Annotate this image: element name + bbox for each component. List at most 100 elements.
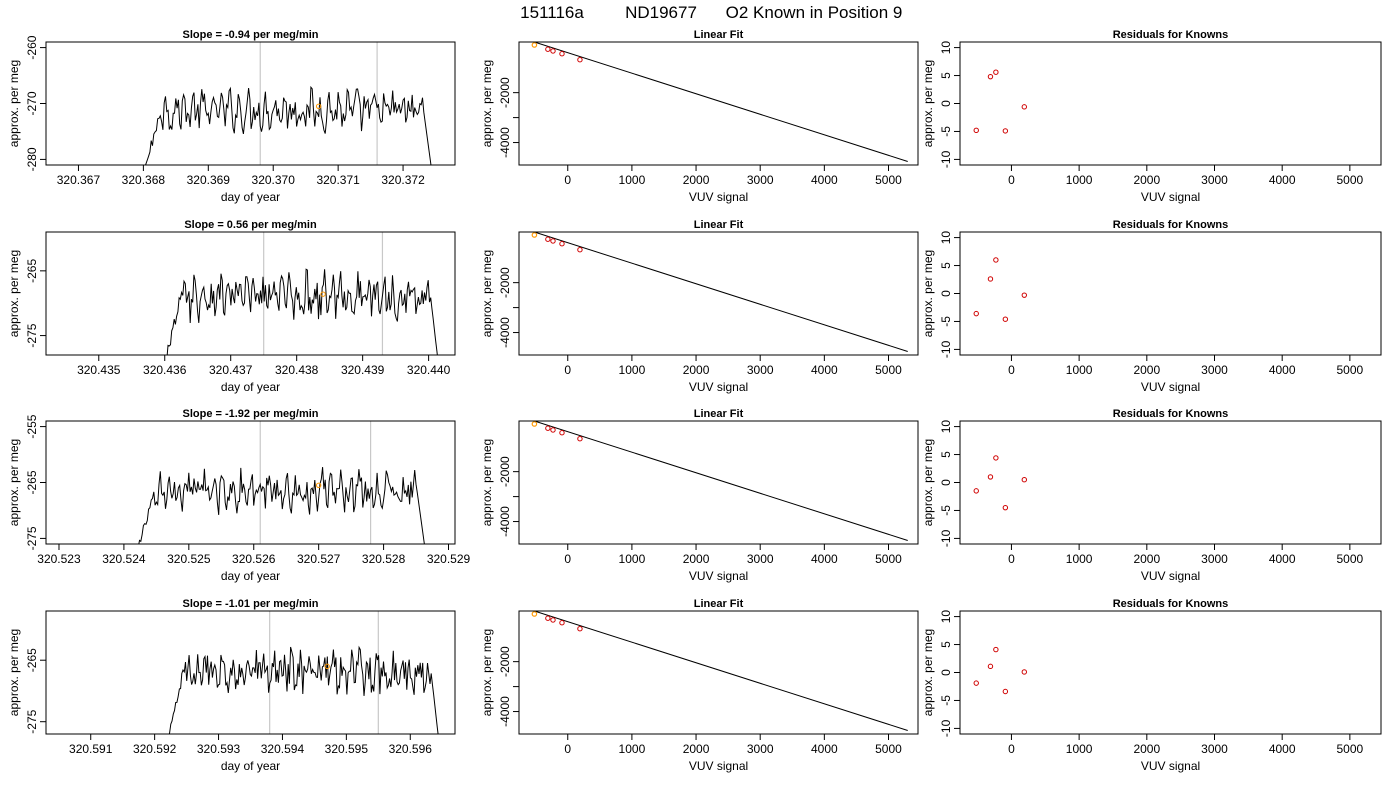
y-tick-label: -2000 xyxy=(498,267,512,298)
x-tick-label: 320.371 xyxy=(316,173,360,187)
y-tick-label: 5 xyxy=(939,262,953,269)
known-point xyxy=(993,69,999,75)
known-point xyxy=(577,626,583,632)
y-tick-label: 10 xyxy=(939,41,953,55)
known-point xyxy=(550,617,556,623)
plot-frame xyxy=(518,41,919,166)
y-axis-label: approx. per meg xyxy=(7,60,21,147)
panel-r4-c3: Residuals for Knowns 0 1000 2000 3000 4000 500… xyxy=(921,598,1382,773)
x-tick-label: 0 xyxy=(564,173,571,187)
figure-title-position: O2 Known in Position 9 xyxy=(726,3,903,22)
y-tick-label: -2000 xyxy=(498,646,512,677)
x-axis-label: VUV signal xyxy=(689,190,748,204)
signal-trace xyxy=(166,268,438,355)
x-tick-label: 320.437 xyxy=(209,363,253,377)
known-point xyxy=(559,51,565,57)
y-axis-label: approx. per meg xyxy=(480,60,494,147)
plot-area xyxy=(973,257,1028,322)
panel-title: Linear Fit xyxy=(694,219,744,231)
x-tick-label: 320.591 xyxy=(69,742,113,756)
known-point xyxy=(1021,477,1028,483)
x-tick-label: 320.523 xyxy=(37,552,81,566)
known-point xyxy=(545,46,551,52)
plot-area xyxy=(973,69,1028,134)
known-point xyxy=(577,247,583,253)
x-axis-label: VUV signal xyxy=(1141,380,1200,394)
y-axis-label: approx. per meg xyxy=(921,629,935,716)
plot-frame xyxy=(518,231,919,356)
x-axis-label: VUV signal xyxy=(689,759,748,773)
y-tick-label: -265 xyxy=(25,648,39,672)
x-axis-label: day of year xyxy=(221,569,280,583)
plot-frame xyxy=(959,420,1382,545)
panel-r1-c3: Residuals for Knowns 0 1000 2000 3000 4000 500… xyxy=(921,29,1382,204)
x-tick-label: 320.527 xyxy=(297,552,341,566)
y-tick-label: 0 xyxy=(939,479,953,486)
known-point xyxy=(545,425,551,431)
x-tick-label: 320.439 xyxy=(341,363,385,377)
signal-trace xyxy=(168,645,439,734)
x-tick-label: 0 xyxy=(564,742,571,756)
plot-frame xyxy=(45,231,456,356)
x-tick-label: 1000 xyxy=(1066,552,1093,566)
y-tick-label: -10 xyxy=(939,340,953,358)
y-axis-label: approx. per meg xyxy=(480,250,494,337)
panel-title: Linear Fit xyxy=(694,408,744,420)
x-tick-label: 320.372 xyxy=(381,173,425,187)
panel-r2-c2: Linear Fit 0 1000 2000 3000 4000 5000 -4000 -200… xyxy=(480,219,919,394)
x-tick-label: 5000 xyxy=(1337,552,1364,566)
x-tick-label: 3000 xyxy=(1201,552,1228,566)
panel-r4-c2: Linear Fit 0 1000 2000 3000 4000 5000 -4000 -200… xyxy=(480,598,919,773)
x-axis-label: day of year xyxy=(221,759,280,773)
panel-title: Residuals for Knowns xyxy=(1113,598,1229,610)
known-point xyxy=(559,620,565,626)
known-point xyxy=(973,310,979,317)
y-tick-label: 5 xyxy=(939,72,953,79)
y-tick-label: -265 xyxy=(25,259,39,283)
x-tick-label: 320.368 xyxy=(122,173,166,187)
highlight-point xyxy=(315,482,322,488)
x-tick-label: 0 xyxy=(1008,742,1015,756)
x-tick-label: 1000 xyxy=(619,552,646,566)
y-tick-label: 10 xyxy=(939,231,953,245)
fit-line xyxy=(534,232,908,352)
x-tick-label: 2000 xyxy=(683,363,710,377)
y-tick-label: -275 xyxy=(25,323,39,347)
panel-title: Slope = 0.56 per meg/min xyxy=(184,219,317,231)
x-tick-label: 320.370 xyxy=(252,173,296,187)
panel-title: Residuals for Knowns xyxy=(1113,219,1229,231)
known-point xyxy=(550,238,556,244)
known-point xyxy=(559,430,565,436)
x-tick-label: 320.526 xyxy=(232,552,276,566)
highlight-point xyxy=(531,232,538,238)
y-tick-label: 10 xyxy=(939,610,953,624)
x-tick-label: 1000 xyxy=(619,173,646,187)
plot-frame xyxy=(45,420,456,545)
figure-title-run: 151116a xyxy=(520,3,584,22)
known-point xyxy=(987,73,994,80)
x-tick-label: 0 xyxy=(564,552,571,566)
panel-title: Residuals for Knowns xyxy=(1113,408,1229,420)
highlight-point xyxy=(531,611,538,617)
x-tick-label: 5000 xyxy=(1337,173,1364,187)
y-tick-label: -275 xyxy=(25,526,39,550)
fit-line xyxy=(534,611,908,731)
y-tick-label: -5 xyxy=(939,126,953,137)
x-tick-label: 320.596 xyxy=(389,742,433,756)
y-axis-label: approx. per meg xyxy=(480,439,494,526)
x-tick-label: 5000 xyxy=(875,363,902,377)
figure-title-tank: ND19677 xyxy=(625,3,697,22)
x-tick-label: 0 xyxy=(1008,173,1015,187)
x-tick-label: 5000 xyxy=(875,552,902,566)
known-point xyxy=(973,127,979,134)
y-tick-label: -2000 xyxy=(498,77,512,108)
known-point xyxy=(545,236,551,242)
panel-r3-c3: Residuals for Knowns 0 1000 2000 3000 4000 500… xyxy=(921,408,1382,583)
y-tick-label: -260 xyxy=(25,35,39,59)
plot-area xyxy=(145,42,432,165)
signal-trace xyxy=(145,85,432,165)
x-tick-label: 1000 xyxy=(1066,173,1093,187)
panel-title: Linear Fit xyxy=(694,598,744,610)
y-tick-label: -265 xyxy=(25,470,39,494)
x-axis-label: day of year xyxy=(221,190,280,204)
